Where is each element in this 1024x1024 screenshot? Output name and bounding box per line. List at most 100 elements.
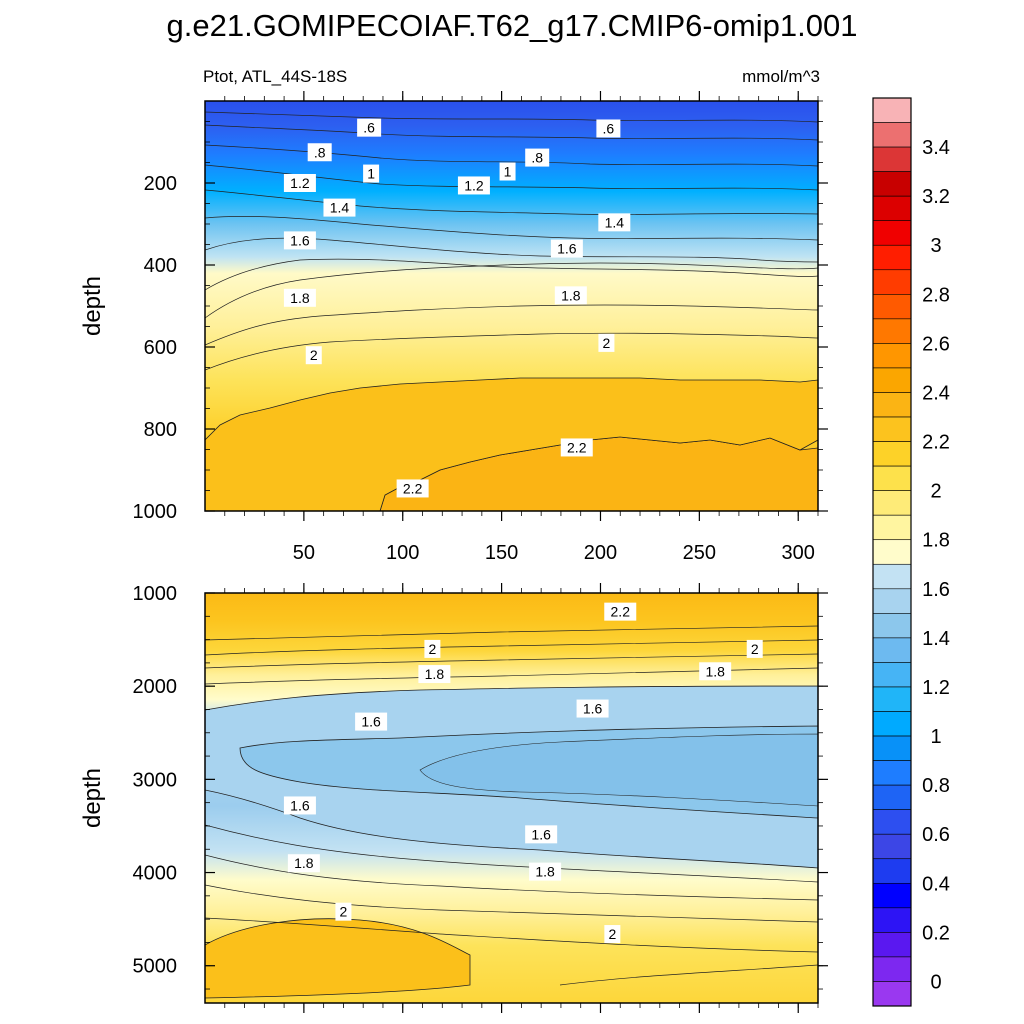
upper-ylabel: depth xyxy=(79,276,106,336)
contour-label-text: 1.8 xyxy=(294,855,314,871)
contour-label: 2 xyxy=(598,333,615,352)
lower-panel: 1000 2000 3000 4000 5000 2.2 2 2 1.8 1.8 1.6 1.6 1.… xyxy=(133,583,828,1013)
contour-label-box xyxy=(335,902,352,921)
colorbar-swatch xyxy=(872,833,912,860)
colorbar-swatch xyxy=(872,220,912,246)
contour-label-box xyxy=(746,639,763,658)
upper-contour-line xyxy=(205,304,818,346)
contour-label: .8 xyxy=(307,143,332,162)
lower-frame xyxy=(204,592,819,1004)
contour-label: 1.6 xyxy=(355,712,388,731)
colorbar-swatch xyxy=(872,637,912,663)
contour-label-box xyxy=(525,148,550,167)
lower-ylabel: depth xyxy=(79,768,106,828)
colorbar-swatch xyxy=(872,269,912,295)
contour-label: 1.8 xyxy=(699,662,732,681)
x-tick-label: 250 xyxy=(683,542,716,564)
lower-contour-line xyxy=(205,854,818,901)
contour-label-text: 2.2 xyxy=(611,604,631,620)
colorbar-swatch xyxy=(872,514,912,541)
colorbar-swatch xyxy=(872,465,912,491)
contour-label-text: 1.8 xyxy=(425,666,445,682)
colorbar-swatch xyxy=(872,956,912,982)
contour-label: 2 xyxy=(305,346,322,365)
contour-label: .8 xyxy=(525,148,550,167)
contour-label: 2.2 xyxy=(604,602,637,621)
colorbar-label: 0.4 xyxy=(922,873,950,895)
upper-contour-labels: .6 .6 .8 .8 1 1 1.2 1.2 1.4 1.4 1.6 1.6 1.8 1.8 2 2 2.2 2… xyxy=(283,118,631,498)
colorbar-label: 0.8 xyxy=(922,775,950,797)
colorbar-swatch xyxy=(872,318,912,344)
contour-label-box xyxy=(283,288,316,307)
contour-label-box xyxy=(554,286,587,305)
contour-label-text: 1.6 xyxy=(361,714,381,730)
lower-contour-line xyxy=(205,653,818,669)
colorbar-swatch xyxy=(872,735,912,761)
colorbar-swatch xyxy=(872,441,912,467)
colorbar-swatch xyxy=(872,244,912,271)
contour-label-text: 1.2 xyxy=(464,177,484,193)
contour-label: 2 xyxy=(746,639,763,658)
x-tick-label: 100 xyxy=(386,542,419,564)
contour-label-box xyxy=(576,699,609,718)
contour-label-box xyxy=(604,925,621,944)
colorbar-swatch xyxy=(872,195,912,222)
contour-label: 1.2 xyxy=(457,176,490,195)
contour-label: 2 xyxy=(335,902,352,921)
colorbar-swatch xyxy=(872,686,912,712)
contour-label-text: 2 xyxy=(429,641,437,657)
colorbar-label: 1.6 xyxy=(922,579,950,601)
upper-mid-region xyxy=(205,377,818,511)
contour-label-box xyxy=(598,213,631,232)
colorbar-label: 2 xyxy=(930,481,941,503)
upper-contour-line xyxy=(205,111,818,123)
lower-bottom-region xyxy=(205,918,471,999)
y-tick-label: 800 xyxy=(144,419,177,441)
colorbar-label: 0.6 xyxy=(922,824,950,846)
contour-label-text: 2 xyxy=(340,904,348,920)
colorbar-swatch xyxy=(872,171,912,197)
contour-label-box xyxy=(363,164,380,183)
upper-contour-line xyxy=(205,332,818,371)
y-tick-label: 1000 xyxy=(133,501,178,523)
units-label: mmol/m^3 xyxy=(742,67,820,86)
contour-label-box xyxy=(418,665,451,684)
colorbar-swatch xyxy=(872,662,912,688)
colorbar-swatch xyxy=(872,613,912,639)
contour-label-box xyxy=(529,862,562,881)
colorbar-label: 1 xyxy=(930,726,941,748)
contour-label-box xyxy=(499,162,516,181)
contour-label-text: 1.6 xyxy=(583,701,603,717)
contour-label-text: 1.6 xyxy=(290,232,310,248)
colorbar-swatch xyxy=(872,539,912,565)
colorbar-label: 1.2 xyxy=(922,677,950,699)
contour-label: 2.2 xyxy=(396,479,429,498)
colorbar-label: 3.2 xyxy=(922,186,950,208)
contour-label-box xyxy=(457,176,490,195)
contour-label-box xyxy=(355,712,388,731)
colorbar-swatch xyxy=(872,760,912,786)
contour-label-text: .8 xyxy=(531,150,543,166)
colorbar-label: 2.8 xyxy=(922,284,950,306)
lower-ticks: 1000 2000 3000 4000 5000 xyxy=(133,583,828,1013)
contour-label-text: 1 xyxy=(504,164,512,180)
contour-label-text: 1.2 xyxy=(290,175,310,191)
contour-label: 1.2 xyxy=(283,174,316,192)
colorbar-swatch xyxy=(872,146,912,172)
y-tick-label: 400 xyxy=(144,255,177,277)
contour-label-text: 2 xyxy=(310,347,318,363)
contour-label: .6 xyxy=(357,118,382,137)
contour-label-text: 1 xyxy=(367,166,375,182)
upper-contour-line xyxy=(205,216,818,241)
contour-label-box xyxy=(560,438,593,457)
contour-label-text: 2 xyxy=(608,926,616,942)
colorbar-swatch xyxy=(872,563,912,590)
colorbar-swatch xyxy=(872,367,912,393)
contour-label-text: 1.8 xyxy=(561,287,581,303)
colorbar-swatch xyxy=(872,588,912,614)
contour-label-box xyxy=(525,825,558,844)
contour-label: 1.6 xyxy=(550,239,583,258)
colorbar-swatch xyxy=(872,294,912,320)
colorbar-swatch xyxy=(872,416,912,442)
